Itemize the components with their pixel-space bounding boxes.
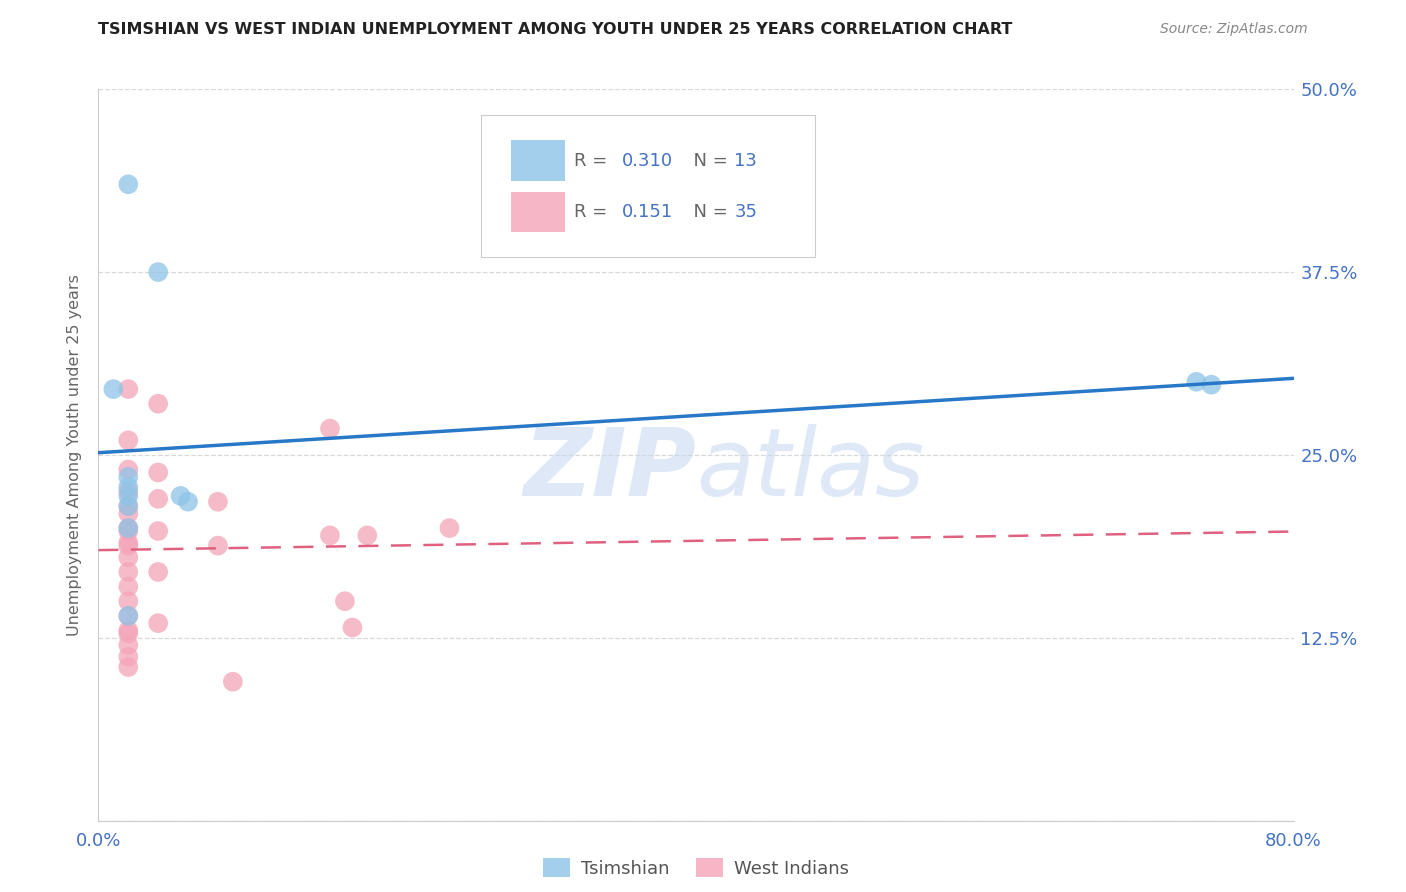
Point — [342, 621, 364, 635]
Text: N =: N = — [682, 152, 733, 169]
Point — [103, 382, 125, 396]
Text: 35: 35 — [734, 203, 758, 221]
Point — [356, 528, 378, 542]
Point — [117, 499, 139, 513]
Point — [169, 489, 191, 503]
Point — [148, 265, 170, 279]
Point — [117, 499, 139, 513]
Point — [222, 674, 245, 689]
Point — [117, 382, 139, 396]
Point — [117, 462, 139, 476]
Point — [117, 480, 139, 494]
FancyBboxPatch shape — [510, 192, 565, 232]
Point — [117, 638, 139, 652]
Y-axis label: Unemployment Among Youth under 25 years: Unemployment Among Youth under 25 years — [67, 274, 83, 636]
Text: atlas: atlas — [696, 424, 924, 515]
Text: R =: R = — [574, 152, 613, 169]
Point — [319, 421, 342, 435]
Point — [117, 660, 139, 674]
Point — [117, 608, 139, 623]
Point — [117, 608, 139, 623]
Point — [148, 397, 170, 411]
Text: ZIP: ZIP — [523, 424, 696, 516]
Point — [1185, 375, 1208, 389]
Legend: Tsimshian, West Indians: Tsimshian, West Indians — [536, 851, 856, 885]
Text: TSIMSHIAN VS WEST INDIAN UNEMPLOYMENT AMONG YOUTH UNDER 25 YEARS CORRELATION CHA: TSIMSHIAN VS WEST INDIAN UNEMPLOYMENT AM… — [98, 22, 1012, 37]
Point — [117, 470, 139, 484]
Point — [148, 616, 170, 631]
Point — [117, 178, 139, 192]
Point — [148, 466, 170, 480]
Point — [117, 550, 139, 565]
Point — [333, 594, 356, 608]
Point — [117, 489, 139, 503]
Point — [1201, 377, 1223, 392]
Text: 0.151: 0.151 — [621, 203, 673, 221]
Point — [117, 521, 139, 535]
Point — [439, 521, 461, 535]
Point — [117, 624, 139, 638]
Point — [319, 528, 342, 542]
FancyBboxPatch shape — [510, 140, 565, 180]
Text: 0.310: 0.310 — [621, 152, 673, 169]
Point — [117, 539, 139, 553]
Point — [177, 494, 200, 508]
Point — [148, 565, 170, 579]
Text: R =: R = — [574, 203, 619, 221]
Point — [117, 507, 139, 521]
Point — [117, 580, 139, 594]
Point — [148, 491, 170, 506]
Point — [117, 649, 139, 664]
Point — [207, 539, 229, 553]
Point — [117, 524, 139, 538]
Point — [117, 535, 139, 549]
Point — [117, 434, 139, 448]
Point — [148, 524, 170, 538]
Text: N =: N = — [682, 203, 733, 221]
FancyBboxPatch shape — [481, 115, 815, 258]
Point — [117, 594, 139, 608]
Text: Source: ZipAtlas.com: Source: ZipAtlas.com — [1160, 22, 1308, 37]
Point — [117, 565, 139, 579]
Point — [207, 494, 229, 508]
Point — [117, 484, 139, 499]
Point — [117, 626, 139, 640]
Text: 13: 13 — [734, 152, 756, 169]
Point — [117, 521, 139, 535]
